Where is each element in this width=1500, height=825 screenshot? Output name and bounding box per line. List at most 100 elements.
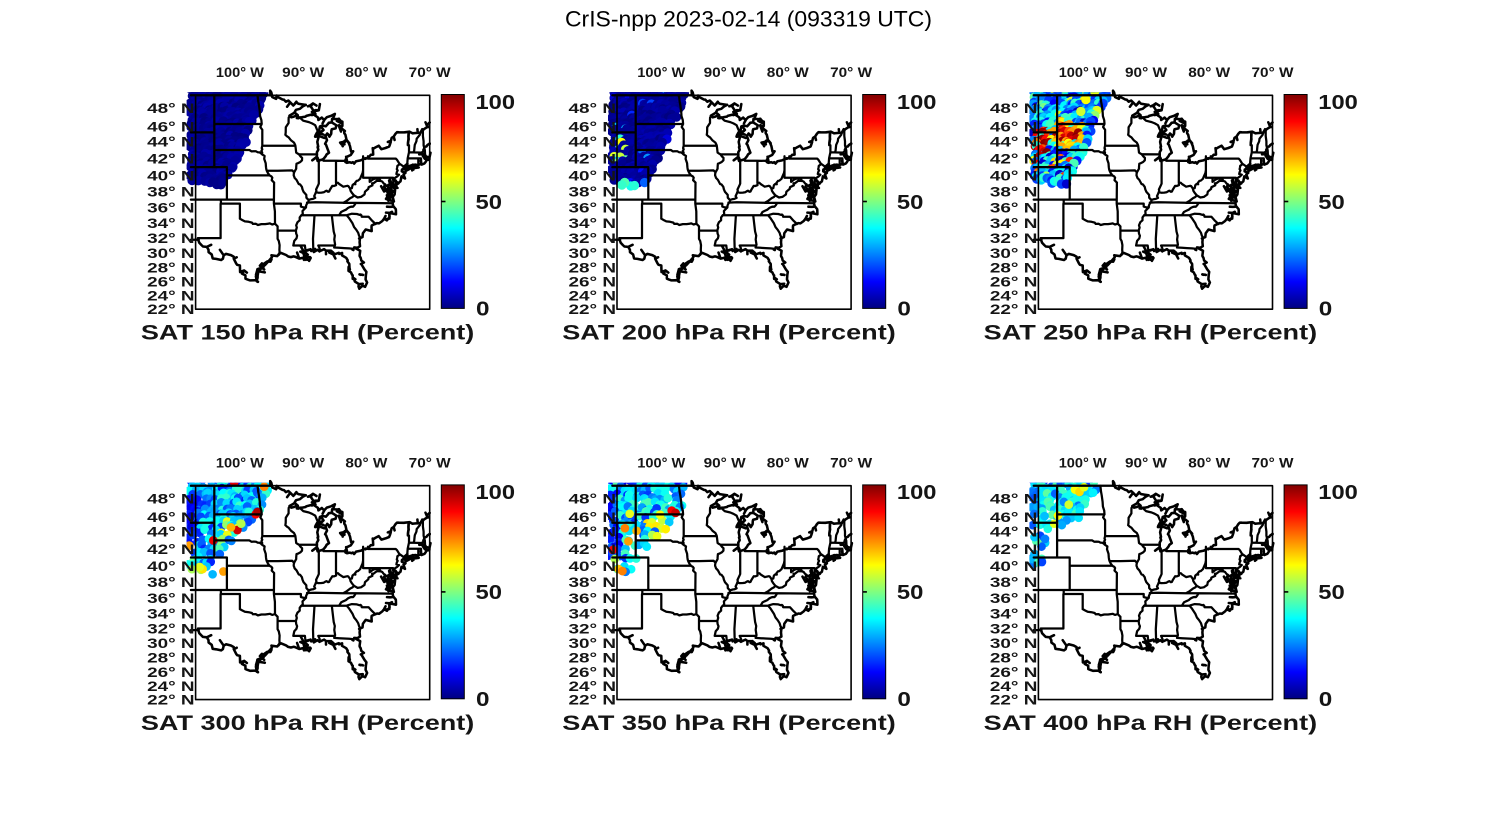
svg-text:22° N: 22° N bbox=[569, 692, 617, 708]
svg-text:48° N: 48° N bbox=[147, 490, 195, 506]
svg-text:SAT 400 hPa RH (Percent): SAT 400 hPa RH (Percent) bbox=[984, 711, 1318, 735]
svg-text:30° N: 30° N bbox=[147, 245, 195, 261]
svg-text:90° W: 90° W bbox=[1125, 455, 1168, 471]
svg-text:40° N: 40° N bbox=[147, 167, 195, 183]
svg-text:44° N: 44° N bbox=[990, 133, 1038, 149]
svg-text:46° N: 46° N bbox=[990, 118, 1038, 134]
svg-text:28° N: 28° N bbox=[569, 259, 617, 275]
svg-text:32° N: 32° N bbox=[569, 230, 617, 246]
svg-text:22° N: 22° N bbox=[147, 692, 195, 708]
svg-text:42° N: 42° N bbox=[147, 151, 195, 167]
svg-text:80° W: 80° W bbox=[345, 455, 388, 471]
svg-text:80° W: 80° W bbox=[1188, 64, 1231, 80]
svg-text:26° N: 26° N bbox=[147, 664, 195, 680]
svg-text:40° N: 40° N bbox=[569, 558, 617, 574]
svg-text:42° N: 42° N bbox=[990, 541, 1038, 557]
svg-text:100° W: 100° W bbox=[1059, 455, 1108, 471]
svg-text:90° W: 90° W bbox=[282, 64, 325, 80]
svg-text:0: 0 bbox=[1319, 299, 1333, 321]
svg-text:0: 0 bbox=[476, 299, 490, 321]
svg-text:44° N: 44° N bbox=[569, 133, 617, 149]
svg-text:36° N: 36° N bbox=[569, 200, 617, 216]
svg-text:100° W: 100° W bbox=[637, 455, 686, 471]
svg-text:24° N: 24° N bbox=[990, 288, 1038, 304]
svg-text:28° N: 28° N bbox=[147, 259, 195, 275]
svg-text:46° N: 46° N bbox=[569, 118, 617, 134]
svg-text:46° N: 46° N bbox=[990, 509, 1038, 525]
svg-text:50: 50 bbox=[1318, 192, 1345, 214]
svg-text:42° N: 42° N bbox=[147, 541, 195, 557]
svg-text:0: 0 bbox=[897, 689, 911, 711]
svg-text:30° N: 30° N bbox=[569, 245, 617, 261]
svg-text:48° N: 48° N bbox=[569, 100, 617, 116]
svg-text:44° N: 44° N bbox=[147, 524, 195, 540]
svg-text:32° N: 32° N bbox=[147, 621, 195, 637]
svg-text:38° N: 38° N bbox=[147, 184, 195, 200]
svg-text:SAT 350 hPa RH (Percent): SAT 350 hPa RH (Percent) bbox=[562, 711, 896, 735]
svg-text:38° N: 38° N bbox=[147, 574, 195, 590]
svg-text:SAT 150 hPa RH (Percent): SAT 150 hPa RH (Percent) bbox=[141, 321, 475, 345]
svg-text:50: 50 bbox=[1318, 582, 1345, 604]
svg-text:100: 100 bbox=[476, 92, 516, 114]
svg-text:100: 100 bbox=[1318, 92, 1358, 114]
svg-text:32° N: 32° N bbox=[569, 621, 617, 637]
svg-text:44° N: 44° N bbox=[147, 133, 195, 149]
svg-text:26° N: 26° N bbox=[569, 274, 617, 290]
svg-text:36° N: 36° N bbox=[990, 200, 1038, 216]
svg-text:32° N: 32° N bbox=[147, 230, 195, 246]
svg-text:24° N: 24° N bbox=[147, 288, 195, 304]
svg-text:42° N: 42° N bbox=[990, 151, 1038, 167]
svg-text:100: 100 bbox=[1318, 482, 1358, 504]
svg-text:28° N: 28° N bbox=[569, 650, 617, 666]
svg-text:50: 50 bbox=[897, 582, 924, 604]
svg-text:42° N: 42° N bbox=[569, 151, 617, 167]
svg-text:40° N: 40° N bbox=[147, 558, 195, 574]
svg-text:28° N: 28° N bbox=[990, 259, 1038, 275]
svg-text:46° N: 46° N bbox=[569, 509, 617, 525]
svg-text:100: 100 bbox=[897, 482, 937, 504]
svg-text:22° N: 22° N bbox=[990, 692, 1038, 708]
svg-text:48° N: 48° N bbox=[990, 100, 1038, 116]
svg-text:34° N: 34° N bbox=[569, 215, 617, 231]
svg-text:22° N: 22° N bbox=[569, 301, 617, 317]
svg-text:24° N: 24° N bbox=[990, 678, 1038, 694]
svg-text:34° N: 34° N bbox=[569, 605, 617, 621]
svg-text:30° N: 30° N bbox=[147, 635, 195, 651]
svg-text:34° N: 34° N bbox=[147, 215, 195, 231]
svg-text:26° N: 26° N bbox=[569, 664, 617, 680]
svg-text:70° W: 70° W bbox=[1252, 455, 1295, 471]
svg-text:34° N: 34° N bbox=[990, 215, 1038, 231]
svg-text:100: 100 bbox=[897, 92, 937, 114]
svg-text:0: 0 bbox=[897, 299, 911, 321]
svg-text:50: 50 bbox=[476, 192, 503, 214]
svg-text:100° W: 100° W bbox=[1059, 64, 1108, 80]
svg-text:70° W: 70° W bbox=[830, 455, 873, 471]
svg-text:0: 0 bbox=[476, 689, 490, 711]
svg-text:30° N: 30° N bbox=[990, 635, 1038, 651]
svg-text:44° N: 44° N bbox=[990, 524, 1038, 540]
svg-text:24° N: 24° N bbox=[569, 678, 617, 694]
svg-text:70° W: 70° W bbox=[830, 64, 873, 80]
svg-text:80° W: 80° W bbox=[767, 455, 810, 471]
svg-text:40° N: 40° N bbox=[990, 558, 1038, 574]
svg-text:90° W: 90° W bbox=[1125, 64, 1168, 80]
svg-text:40° N: 40° N bbox=[569, 167, 617, 183]
svg-text:48° N: 48° N bbox=[569, 490, 617, 506]
svg-text:26° N: 26° N bbox=[990, 274, 1038, 290]
svg-text:32° N: 32° N bbox=[990, 621, 1038, 637]
svg-text:26° N: 26° N bbox=[990, 664, 1038, 680]
svg-text:38° N: 38° N bbox=[990, 184, 1038, 200]
svg-text:48° N: 48° N bbox=[990, 490, 1038, 506]
svg-text:30° N: 30° N bbox=[569, 635, 617, 651]
svg-text:36° N: 36° N bbox=[147, 590, 195, 606]
svg-text:SAT 250 hPa RH (Percent): SAT 250 hPa RH (Percent) bbox=[984, 321, 1318, 345]
svg-text:38° N: 38° N bbox=[569, 574, 617, 590]
svg-text:80° W: 80° W bbox=[767, 64, 810, 80]
svg-text:34° N: 34° N bbox=[990, 605, 1038, 621]
svg-text:36° N: 36° N bbox=[990, 590, 1038, 606]
svg-text:100° W: 100° W bbox=[216, 455, 265, 471]
svg-text:24° N: 24° N bbox=[569, 288, 617, 304]
svg-text:70° W: 70° W bbox=[409, 455, 452, 471]
svg-text:42° N: 42° N bbox=[569, 541, 617, 557]
svg-text:80° W: 80° W bbox=[1188, 455, 1231, 471]
